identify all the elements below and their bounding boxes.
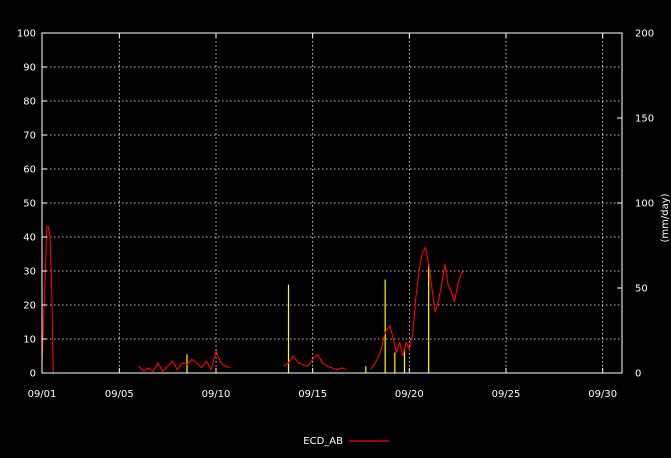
y-left-tick-label-0: 0 [30, 369, 36, 380]
y-left-tick-label-8: 80 [23, 97, 36, 108]
x-tick-label-1: 09/05 [105, 389, 134, 400]
y-left-tick-label-9: 90 [23, 63, 36, 74]
x-tick-label-2: 09/10 [202, 389, 231, 400]
y-right-tick-label-0: 0 [635, 369, 641, 380]
legend-label: ECD_AB [303, 436, 343, 447]
x-tick-label-5: 09/25 [492, 389, 521, 400]
series-0-segment-2 [283, 353, 347, 371]
y-right-tick-label-1: 50 [635, 284, 648, 295]
y-left-tick-label-1: 10 [23, 335, 36, 346]
axis-labels: 0 10 20 30 40 50 60 70 80 90 100 0 50 100 150 200 (mm/da… [17, 29, 671, 401]
x-tick-label-4: 09/20 [395, 389, 424, 400]
x-tick-label-3: 09/15 [298, 389, 327, 400]
x-tick-label-6: 09/30 [588, 389, 617, 400]
y-left-tick-label-7: 70 [23, 131, 36, 142]
precip-bars [186, 264, 430, 373]
x-tick-label-0: 09/01 [28, 389, 57, 400]
y-left-tick-label-2: 20 [23, 301, 36, 312]
y-left-tick-label-10: 100 [17, 29, 36, 40]
legend: ECD_AB [303, 436, 389, 447]
series-0-segment-1 [138, 350, 231, 372]
y-right-tick-label-3: 150 [635, 114, 654, 125]
y-right-tick-label-4: 200 [635, 29, 654, 40]
y-left-tick-label-5: 50 [23, 199, 36, 210]
y-left-tick-label-4: 40 [23, 233, 36, 244]
series-lines [41, 226, 465, 374]
series-0-segment-3 [370, 246, 465, 370]
series-0-segment-0 [41, 226, 54, 374]
y-right-axis-label: (mm/day) [660, 193, 671, 242]
y-left-tick-label-6: 60 [23, 165, 36, 176]
y-left-tick-label-3: 30 [23, 267, 36, 278]
grid-lines [42, 33, 622, 373]
y-right-tick-label-2: 100 [635, 199, 654, 210]
